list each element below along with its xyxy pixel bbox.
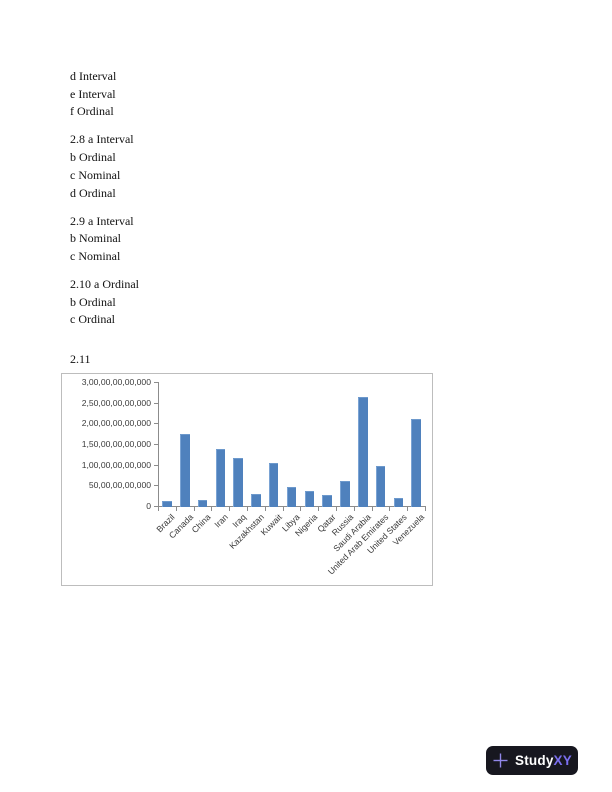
logo-text-study: Study: [515, 753, 554, 768]
y-tick: [154, 444, 158, 445]
y-tick: [154, 485, 158, 487]
x-tick: [371, 507, 373, 511]
answers-text-block: d Interval e Interval f Ordinal 2.8 a Inter…: [70, 68, 139, 379]
bar-saudi-arabia: [358, 397, 368, 507]
y-tick: [154, 382, 158, 383]
y-axis-line: [158, 382, 159, 506]
plus-icon: [493, 753, 508, 768]
bar-united-arab-emirates: [375, 466, 386, 507]
x-tick: [175, 507, 177, 511]
answer-paragraph: 2.10 a Ordinal b Ordinal c Ordinal: [70, 276, 139, 329]
doc-line: d Interval: [70, 69, 117, 83]
x-tick: [336, 507, 337, 511]
doc-line: 2.9 a Interval: [70, 213, 134, 228]
x-tick: [425, 507, 426, 511]
y-tick-label: 2,00,00,00,00,000: [81, 418, 151, 429]
bar-iran: [215, 449, 226, 507]
oil-reserves-bar-chart: 0 50,00,00,00,000 1,00,00,00,00,000 1,50,00…: [61, 373, 433, 586]
x-tick-label: China: [189, 512, 213, 535]
doc-line: e Interval: [70, 86, 116, 101]
x-tick: [229, 507, 231, 511]
answer-paragraph: 2.11: [70, 351, 139, 369]
y-tick-label: 0: [146, 501, 151, 511]
doc-line: 2.8 a Interval: [70, 132, 134, 147]
x-tick: [389, 507, 391, 511]
y-tick: [154, 423, 158, 425]
x-tick-label: Iran: [212, 512, 231, 530]
y-tick: [154, 402, 158, 404]
y-tick-label: 3,00,00,00,00,000: [81, 377, 151, 387]
doc-line: f Ordinal: [70, 104, 114, 119]
bar-united-states: [393, 498, 404, 507]
doc-line: d Ordinal: [70, 185, 116, 200]
doc-line: 2.10 a Ordinal: [70, 276, 139, 291]
bar-russia: [340, 481, 350, 507]
x-tick: [318, 507, 320, 511]
x-tick: [193, 507, 195, 511]
y-tick-label: 2,50,00,00,00,000: [81, 397, 151, 408]
y-tick-label: 50,00,00,00,000: [88, 480, 151, 491]
x-tick: [264, 507, 266, 511]
doc-line: 2.11: [70, 352, 91, 367]
logo-wordmark: StudyXY: [515, 753, 572, 768]
chart-plot-area: 0 50,00,00,00,000 1,00,00,00,00,000 1,50,00…: [62, 374, 432, 585]
x-tick: [247, 507, 248, 511]
y-tick: [154, 506, 158, 507]
y-tick: [154, 464, 158, 466]
bar-libya: [286, 487, 297, 507]
studyxy-logo: StudyXY: [486, 746, 578, 775]
x-tick: [300, 507, 302, 511]
bar-venezuela: [411, 419, 421, 507]
logo-text-xy: XY: [553, 753, 572, 768]
doc-line: c Nominal: [70, 167, 121, 182]
doc-line: b Ordinal: [70, 150, 116, 165]
y-tick-label: 1,50,00,00,00,000: [81, 439, 151, 449]
bar-iraq: [233, 458, 243, 507]
answer-paragraph: 2.8 a Interval b Ordinal c Nominal d Ordina…: [70, 131, 139, 202]
doc-line: c Nominal: [70, 248, 121, 263]
x-tick: [353, 507, 355, 511]
doc-line: b Nominal: [70, 231, 121, 246]
x-tick: [158, 507, 159, 511]
bar-canada: [180, 434, 190, 507]
x-tick: [407, 507, 409, 511]
bar-china: [197, 500, 208, 507]
bar-nigeria: [304, 491, 315, 507]
bar-kuwait: [268, 463, 279, 507]
x-tick: [282, 507, 284, 511]
y-tick-label: 1,00,00,00,00,000: [81, 459, 151, 470]
bar-qatar: [322, 495, 332, 507]
answer-paragraph: 2.9 a Interval b Nominal c Nominal: [70, 213, 139, 266]
doc-line: b Ordinal: [70, 294, 116, 309]
x-tick: [211, 507, 213, 511]
answer-paragraph: d Interval e Interval f Ordinal: [70, 68, 139, 121]
doc-line: c Ordinal: [70, 312, 115, 327]
bar-brazil: [162, 501, 172, 507]
bar-kazakhstan: [251, 494, 261, 507]
